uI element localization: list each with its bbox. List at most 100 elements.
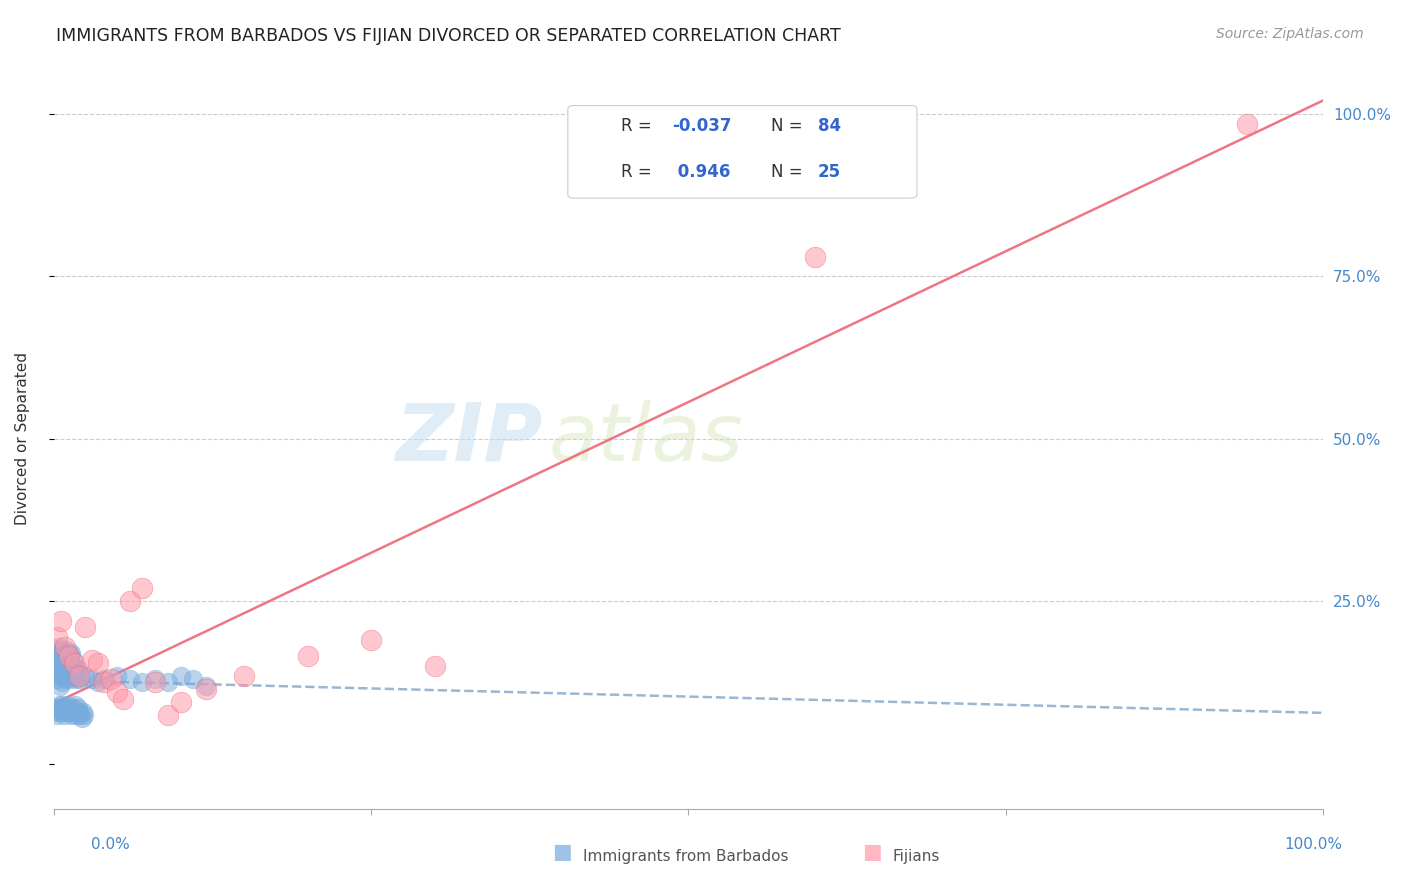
- Point: [62, 701, 84, 715]
- Text: Immigrants from Barbados: Immigrants from Barbados: [583, 849, 789, 863]
- Point: [60, 707, 83, 722]
- Point: [58, 646, 80, 660]
- Point: [1236, 117, 1258, 131]
- Point: [60, 665, 83, 680]
- Point: [143, 672, 166, 686]
- Point: [51, 675, 73, 690]
- Point: [169, 695, 191, 709]
- Point: [59, 705, 82, 719]
- Point: [59, 672, 82, 686]
- Point: [360, 633, 382, 648]
- Point: [56, 649, 79, 664]
- Point: [233, 669, 256, 683]
- Point: [65, 707, 87, 722]
- Point: [46, 656, 69, 670]
- Point: [51, 643, 73, 657]
- Point: [48, 640, 70, 654]
- Text: N =: N =: [770, 163, 808, 181]
- Point: [118, 672, 141, 686]
- Point: [73, 707, 96, 722]
- Point: [63, 705, 86, 719]
- Point: [52, 665, 75, 680]
- Point: [53, 701, 76, 715]
- Point: [105, 669, 128, 683]
- Point: [58, 665, 80, 680]
- Point: [45, 646, 67, 660]
- Point: [63, 656, 86, 670]
- Point: [53, 652, 76, 666]
- Point: [75, 620, 97, 634]
- Point: [67, 669, 90, 683]
- Point: [46, 707, 69, 722]
- Point: [49, 659, 72, 673]
- Text: 84: 84: [818, 117, 841, 135]
- Point: [53, 672, 76, 686]
- Text: IMMIGRANTS FROM BARBADOS VS FIJIAN DIVORCED OR SEPARATED CORRELATION CHART: IMMIGRANTS FROM BARBADOS VS FIJIAN DIVOR…: [56, 27, 841, 45]
- Point: [44, 705, 66, 719]
- Text: atlas: atlas: [548, 400, 744, 478]
- Point: [75, 669, 97, 683]
- Text: 0.0%: 0.0%: [91, 838, 131, 852]
- Point: [87, 675, 110, 690]
- Point: [63, 669, 86, 683]
- Point: [51, 698, 73, 712]
- Point: [48, 698, 70, 712]
- Point: [49, 701, 72, 715]
- Point: [60, 662, 83, 676]
- Text: Source: ZipAtlas.com: Source: ZipAtlas.com: [1216, 27, 1364, 41]
- Point: [297, 649, 319, 664]
- Point: [181, 672, 204, 686]
- Point: [65, 672, 87, 686]
- Point: [63, 665, 86, 680]
- Point: [46, 643, 69, 657]
- Point: [58, 701, 80, 715]
- Point: [69, 707, 91, 722]
- Point: [143, 675, 166, 690]
- Point: [51, 614, 73, 628]
- Point: [80, 672, 103, 686]
- Point: [45, 701, 67, 715]
- Point: [48, 649, 70, 664]
- Point: [156, 675, 179, 690]
- Point: [55, 705, 77, 719]
- Point: [112, 691, 135, 706]
- Point: [67, 705, 90, 719]
- Point: [67, 672, 90, 686]
- Point: [169, 669, 191, 683]
- Point: [93, 675, 115, 690]
- Point: [56, 669, 79, 683]
- Text: R =: R =: [621, 163, 657, 181]
- Point: [46, 672, 69, 686]
- Point: [55, 643, 77, 657]
- Point: [49, 679, 72, 693]
- Point: [51, 705, 73, 719]
- Text: 100.0%: 100.0%: [1285, 838, 1343, 852]
- Point: [66, 701, 89, 715]
- Point: [45, 659, 67, 673]
- Point: [80, 652, 103, 666]
- Point: [55, 665, 77, 680]
- Point: [44, 662, 66, 676]
- Point: [60, 646, 83, 660]
- Point: [804, 250, 827, 264]
- Text: 0.946: 0.946: [672, 163, 730, 181]
- Point: [51, 669, 73, 683]
- Text: R =: R =: [621, 117, 657, 135]
- Point: [55, 662, 77, 676]
- Point: [46, 630, 69, 644]
- Point: [51, 652, 73, 666]
- Point: [53, 640, 76, 654]
- Point: [194, 679, 217, 693]
- Text: 25: 25: [818, 163, 841, 181]
- Point: [63, 698, 86, 712]
- Text: N =: N =: [770, 117, 808, 135]
- Point: [53, 659, 76, 673]
- Point: [52, 662, 75, 676]
- Point: [48, 665, 70, 680]
- Point: [65, 665, 87, 680]
- Point: [66, 662, 89, 676]
- Point: [58, 662, 80, 676]
- Point: [56, 698, 79, 712]
- Text: ■: ■: [862, 842, 882, 862]
- Text: Fijians: Fijians: [893, 849, 941, 863]
